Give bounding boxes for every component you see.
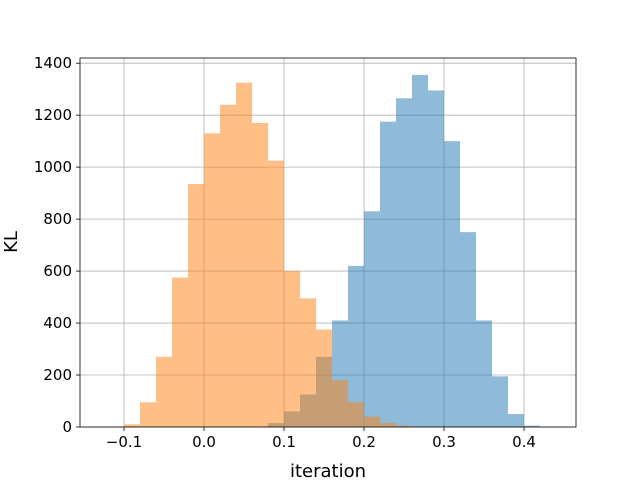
histogram-bar-series-2	[252, 122, 268, 428]
histogram-bar-series-2	[348, 402, 364, 427]
axis-ticks: −0.1 0.0 0.1 0.2 0.3 0.4 0 200 400 600 800 1000 1200…	[34, 54, 536, 451]
histogram-bar-series-1	[396, 98, 412, 427]
histogram-bar-series-1	[412, 74, 428, 428]
x-tick-label: 0.1	[272, 433, 296, 451]
x-tick-label: 0.4	[512, 433, 536, 451]
x-tick-label: 0.3	[432, 433, 456, 451]
x-tick-label: 0.2	[352, 433, 376, 451]
histogram-bar-series-1	[428, 90, 444, 427]
plot-frame	[79, 57, 577, 428]
histogram-bar-series-2	[220, 104, 236, 427]
histogram-bar-series-2	[284, 271, 300, 427]
y-tick-label: 1200	[34, 106, 72, 124]
y-tick-label: 600	[43, 262, 72, 280]
histogram-bar-series-2	[268, 160, 284, 428]
histogram-bar-series-2	[300, 298, 316, 427]
histogram-bar-series-2	[156, 356, 172, 427]
histogram-bar-series-1	[348, 265, 364, 427]
histogram-bar-series-2	[140, 402, 156, 427]
histogram-bar-series-2	[332, 380, 348, 427]
x-tick-label: −0.1	[106, 433, 142, 451]
y-tick-label: 200	[43, 366, 72, 384]
y-tick-label: 800	[43, 210, 72, 228]
histogram-bar-series-2	[204, 133, 220, 427]
histogram-bar-series-2	[124, 424, 140, 427]
y-tick-label: 400	[43, 314, 72, 332]
x-axis-label: iteration	[290, 461, 366, 480]
y-tick-label: 1000	[34, 158, 72, 176]
histogram-bar-series-2	[188, 184, 204, 427]
histogram-bar-series-2	[364, 416, 380, 427]
histogram-bar-series-1	[364, 211, 380, 427]
histogram-bar-series-1	[508, 414, 524, 427]
histogram-bar-series-2	[316, 329, 332, 427]
histogram-bar-series-1	[444, 141, 460, 428]
histogram-bar-series-1	[460, 232, 476, 427]
histogram-bar-series-2	[396, 425, 412, 427]
histogram-bars	[124, 74, 540, 428]
histogram-bar-series-2	[172, 277, 188, 427]
y-tick-label: 1400	[34, 54, 72, 72]
histogram-bar-series-2	[236, 82, 252, 428]
y-axis-label: KL	[1, 231, 22, 253]
histogram-bar-series-1	[524, 425, 540, 427]
x-tick-label: 0.0	[192, 433, 216, 451]
histogram-bar-series-1	[476, 320, 492, 427]
histogram-bar-series-1	[492, 376, 508, 427]
y-tick-label: 0	[62, 418, 72, 436]
histogram-bar-series-2	[380, 423, 396, 427]
histogram-bar-series-1	[380, 121, 396, 427]
